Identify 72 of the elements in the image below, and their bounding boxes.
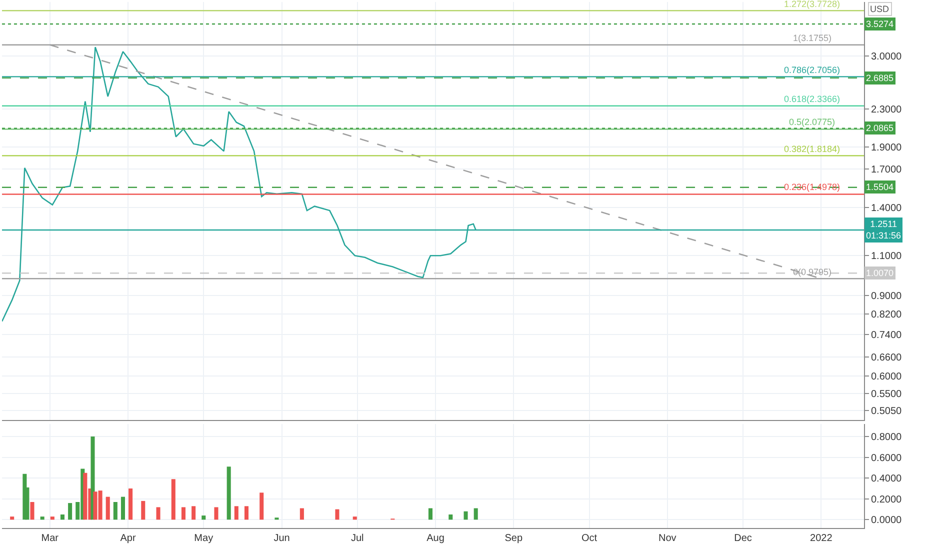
bar xyxy=(352,516,357,520)
ref-line-label: 1.2511 01:31:56 xyxy=(866,219,902,241)
x-tick-label: Nov xyxy=(658,533,676,544)
bar xyxy=(181,507,186,520)
y-tick-label: 0.4000 xyxy=(871,474,902,485)
x-tick-label: Oct xyxy=(581,533,598,544)
y-tick-label: 0.6000 xyxy=(871,372,902,383)
y-tick-label: 3.0000 xyxy=(871,52,902,63)
bar xyxy=(335,509,340,520)
y-tick-label: 0.8000 xyxy=(871,432,902,443)
x-tick-label: Aug xyxy=(426,533,444,544)
ref-line-label: 1.272(3.7728) xyxy=(784,0,840,9)
bar xyxy=(106,496,110,520)
bar xyxy=(128,488,133,520)
bar xyxy=(120,496,125,520)
ref-line-label: 0.382(1.8184) xyxy=(784,144,840,154)
x-tick-label: Dec xyxy=(734,533,752,544)
bar xyxy=(141,500,146,520)
ref-line-label: 1(3.1755) xyxy=(793,33,832,43)
text: USD xyxy=(870,4,890,14)
bar xyxy=(10,516,14,520)
ref-line-label: 3.5274 xyxy=(866,19,894,29)
bar xyxy=(214,507,218,520)
ref-line-label: 0(0.9795) xyxy=(793,267,832,277)
y-tick-label: 2.3000 xyxy=(871,104,902,116)
bar xyxy=(60,514,65,520)
bar xyxy=(156,507,160,520)
y-tick-label: 0.5500 xyxy=(871,388,902,400)
x-tick-label: Mar xyxy=(41,533,60,544)
y-tick-label: 0.2000 xyxy=(871,494,902,506)
bar xyxy=(300,508,304,520)
bar xyxy=(83,472,88,520)
y-tick-label: 1.9000 xyxy=(871,142,902,154)
ref-line-label: 0.618(2.3366) xyxy=(784,94,840,104)
bar xyxy=(68,503,72,520)
bar xyxy=(192,506,196,520)
ref-line-label: 2.0865 xyxy=(866,123,894,133)
y-tick-label: 0.5050 xyxy=(871,406,902,417)
bar xyxy=(234,506,238,520)
bar xyxy=(50,516,54,520)
bar xyxy=(40,516,44,520)
x-tick-label: 2022 xyxy=(810,533,833,544)
bar xyxy=(30,502,34,520)
x-tick-label: Jun xyxy=(274,533,290,544)
y-tick-label: 0.8200 xyxy=(871,309,902,320)
bar xyxy=(260,492,264,520)
y-tick-label: 1.4000 xyxy=(871,203,902,214)
ref-line-label: 1.5504 xyxy=(866,182,894,192)
ref-line-label: 0.236(1.4978) xyxy=(784,182,840,192)
bar xyxy=(474,508,478,520)
ref-line-label: 0.786(2.7056) xyxy=(784,65,840,75)
y-tick-label: 0.6000 xyxy=(871,452,902,464)
bar xyxy=(464,511,468,520)
bar xyxy=(113,502,118,520)
bar xyxy=(428,508,432,520)
bar xyxy=(448,514,453,520)
ref-line-label: 2.6885 xyxy=(866,73,894,83)
x-tick-label: May xyxy=(194,533,214,544)
bar xyxy=(202,516,206,520)
x-tick-label: Jul xyxy=(350,533,364,544)
y-tick-label: 1.7000 xyxy=(871,164,902,176)
y-tick-label: 0.6600 xyxy=(871,352,902,364)
bar xyxy=(171,479,176,520)
y-tick-label: 1.1000 xyxy=(871,251,902,262)
y-tick-label: 0.0000 xyxy=(871,515,902,526)
y-tick-label: 0.7400 xyxy=(871,330,902,341)
ref-line-label: 0.5(2.0775) xyxy=(789,117,836,127)
bar xyxy=(226,466,231,520)
bar xyxy=(244,506,248,520)
x-tick-label: Apr xyxy=(120,533,136,544)
x-tick-label: Sep xyxy=(504,533,523,544)
y-tick-label: 0.9000 xyxy=(871,290,902,302)
